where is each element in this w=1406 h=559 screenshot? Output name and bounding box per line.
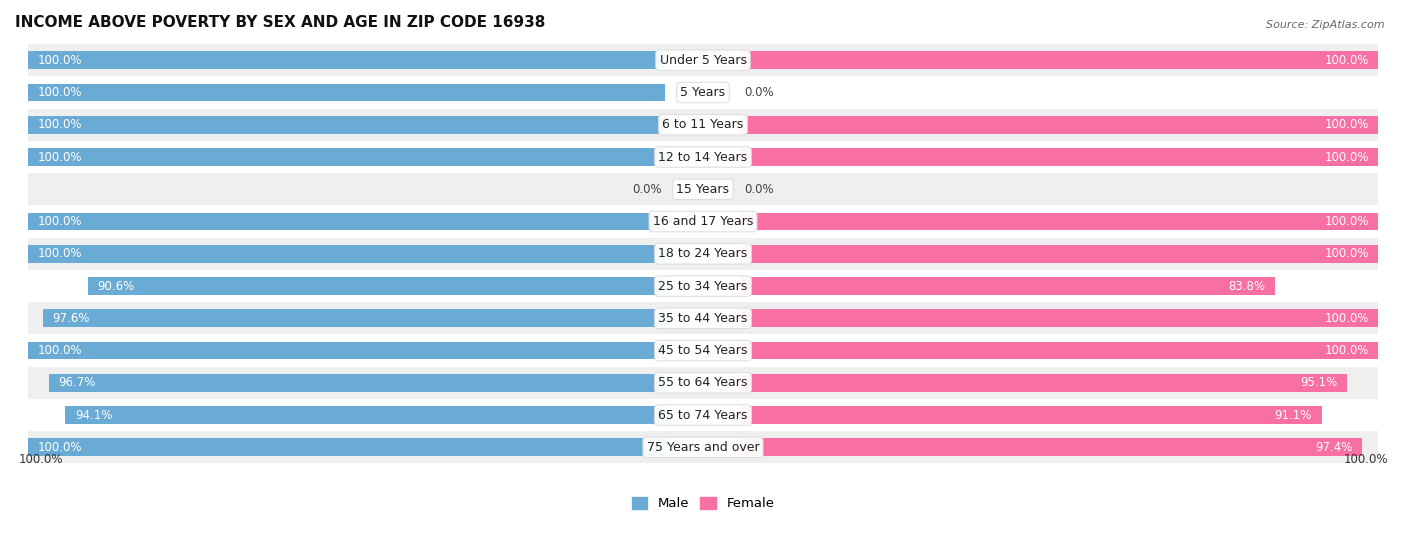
Text: 5 Years: 5 Years — [681, 86, 725, 99]
Text: 100.0%: 100.0% — [38, 215, 82, 228]
Bar — [28, 367, 1378, 399]
Text: 91.1%: 91.1% — [1275, 409, 1312, 421]
Bar — [28, 205, 1378, 238]
Bar — [28, 270, 1378, 302]
Bar — [28, 438, 665, 456]
Text: 100.0%: 100.0% — [38, 150, 82, 164]
Bar — [28, 342, 665, 359]
Bar — [28, 173, 1378, 205]
Bar — [741, 310, 1378, 327]
Bar — [28, 148, 665, 166]
Bar — [28, 108, 1378, 141]
Bar — [741, 277, 1275, 295]
Text: 100.0%: 100.0% — [38, 119, 82, 131]
Text: 55 to 64 Years: 55 to 64 Years — [658, 376, 748, 389]
Text: 0.0%: 0.0% — [631, 183, 662, 196]
Text: 12 to 14 Years: 12 to 14 Years — [658, 150, 748, 164]
Text: 75 Years and over: 75 Years and over — [647, 441, 759, 454]
Text: 0.0%: 0.0% — [744, 86, 775, 99]
Bar — [28, 302, 1378, 334]
Text: 25 to 34 Years: 25 to 34 Years — [658, 280, 748, 292]
Text: 97.4%: 97.4% — [1315, 441, 1353, 454]
Bar — [28, 334, 1378, 367]
Text: 100.0%: 100.0% — [38, 344, 82, 357]
Bar — [741, 51, 1378, 69]
Text: 97.6%: 97.6% — [52, 312, 90, 325]
Text: 100.0%: 100.0% — [1324, 119, 1368, 131]
Text: 96.7%: 96.7% — [58, 376, 96, 389]
Bar — [28, 399, 1378, 431]
Text: 100.0%: 100.0% — [38, 441, 82, 454]
Bar — [28, 51, 665, 69]
Text: 100.0%: 100.0% — [18, 453, 63, 466]
Bar — [741, 438, 1361, 456]
Text: 100.0%: 100.0% — [1324, 215, 1368, 228]
Text: 16 and 17 Years: 16 and 17 Years — [652, 215, 754, 228]
Text: 35 to 44 Years: 35 to 44 Years — [658, 312, 748, 325]
Text: 100.0%: 100.0% — [38, 86, 82, 99]
Text: 18 to 24 Years: 18 to 24 Years — [658, 247, 748, 260]
Bar — [741, 212, 1378, 230]
Bar — [741, 406, 1322, 424]
Text: 45 to 54 Years: 45 to 54 Years — [658, 344, 748, 357]
Bar — [28, 84, 665, 101]
Text: 95.1%: 95.1% — [1301, 376, 1337, 389]
Bar — [44, 310, 665, 327]
Text: 100.0%: 100.0% — [1324, 54, 1368, 67]
Text: 6 to 11 Years: 6 to 11 Years — [662, 119, 744, 131]
Text: 90.6%: 90.6% — [97, 280, 135, 292]
Text: Source: ZipAtlas.com: Source: ZipAtlas.com — [1267, 20, 1385, 30]
Bar — [741, 116, 1378, 134]
Bar — [28, 141, 1378, 173]
Bar — [28, 44, 1378, 77]
Text: Under 5 Years: Under 5 Years — [659, 54, 747, 67]
Bar — [28, 238, 1378, 270]
Text: INCOME ABOVE POVERTY BY SEX AND AGE IN ZIP CODE 16938: INCOME ABOVE POVERTY BY SEX AND AGE IN Z… — [15, 15, 546, 30]
Text: 83.8%: 83.8% — [1229, 280, 1265, 292]
Bar — [741, 148, 1378, 166]
Text: 100.0%: 100.0% — [38, 247, 82, 260]
Bar — [87, 277, 665, 295]
Bar — [28, 116, 665, 134]
Text: 100.0%: 100.0% — [38, 54, 82, 67]
Bar — [28, 77, 1378, 108]
Text: 15 Years: 15 Years — [676, 183, 730, 196]
Bar — [28, 245, 665, 263]
Text: 94.1%: 94.1% — [75, 409, 112, 421]
Bar — [65, 406, 665, 424]
Text: 65 to 74 Years: 65 to 74 Years — [658, 409, 748, 421]
Bar — [28, 212, 665, 230]
Text: 100.0%: 100.0% — [1324, 312, 1368, 325]
Text: 100.0%: 100.0% — [1343, 453, 1388, 466]
Text: 100.0%: 100.0% — [1324, 247, 1368, 260]
Text: 100.0%: 100.0% — [1324, 150, 1368, 164]
Bar — [741, 342, 1378, 359]
Legend: Male, Female: Male, Female — [626, 491, 780, 515]
Bar — [741, 374, 1347, 392]
Bar — [49, 374, 665, 392]
Text: 0.0%: 0.0% — [744, 183, 775, 196]
Bar — [741, 245, 1378, 263]
Text: 100.0%: 100.0% — [1324, 344, 1368, 357]
Bar — [28, 431, 1378, 463]
